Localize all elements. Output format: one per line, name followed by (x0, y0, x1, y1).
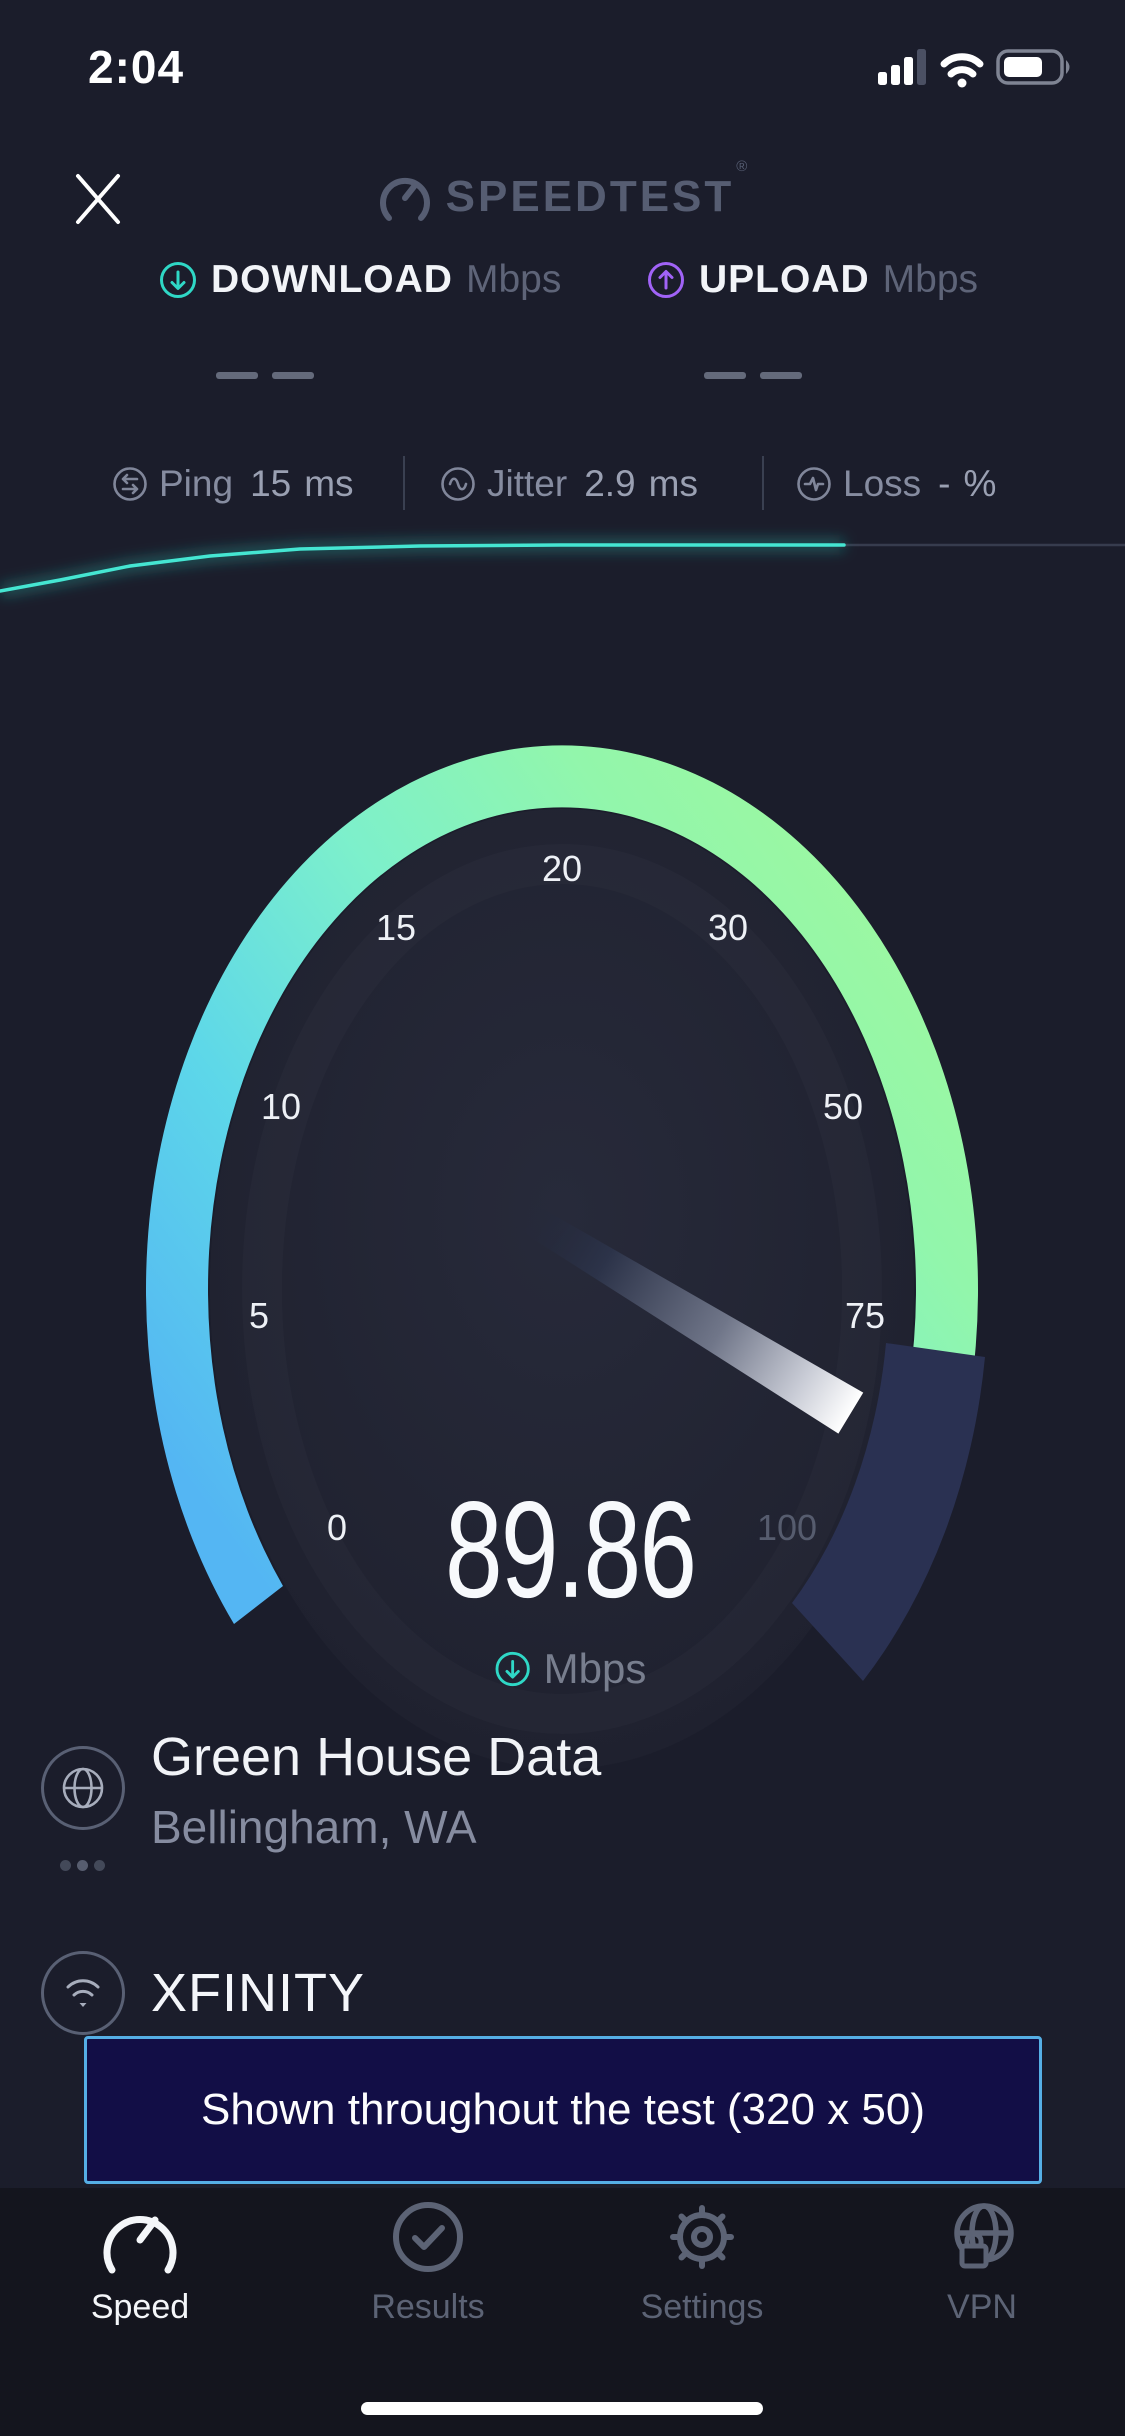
gauge-tick-5: 5 (248, 1295, 270, 1336)
loss-value: - (938, 463, 951, 504)
upload-icon (648, 262, 684, 298)
gauge-tick-30: 30 (707, 907, 749, 948)
packet-loss-icon (797, 467, 831, 501)
results-tab-icon (393, 2202, 463, 2272)
loss-unit: % (963, 463, 997, 504)
server-location: Bellingham, WA (151, 1801, 477, 1853)
ping-unit: ms (304, 463, 354, 504)
tab-vpn[interactable]: VPN (882, 2196, 1082, 2356)
download-unit: Mbps (465, 258, 562, 301)
stats-divider (403, 456, 405, 510)
battery-icon (996, 49, 1070, 85)
gauge-tick-50: 50 (822, 1086, 864, 1127)
wifi-icon (940, 53, 984, 88)
download-icon (495, 1651, 530, 1687)
isp-name: XFINITY (151, 1963, 366, 2023)
upload-value-placeholder (704, 372, 802, 379)
speedtest-gauge-icon (379, 177, 430, 221)
tab-label: Settings (640, 2288, 764, 2326)
ping-label: Ping (159, 463, 234, 504)
speedtest-logo: SPEEDTEST® (0, 158, 1125, 224)
gauge-tick-10: 10 (260, 1086, 302, 1127)
vpn-tab-icon (954, 2203, 1014, 2269)
gauge-face (210, 809, 914, 1769)
upload-label: UPLOAD (699, 258, 870, 301)
upload-unit: Mbps (882, 258, 979, 301)
jitter-value: 2.9 (584, 463, 636, 504)
upload-header: UPLOAD Mbps (646, 258, 978, 302)
loss-stat: Loss - % (796, 458, 996, 510)
cellular-signal-icon (878, 49, 926, 85)
close-button[interactable] (66, 166, 130, 230)
download-icon (160, 262, 196, 298)
server-name: Green House Data (151, 1727, 602, 1787)
ad-banner[interactable]: Shown throughout the test (320 x 50) (84, 2036, 1042, 2184)
jitter-label: Jitter (487, 463, 568, 504)
current-speed-value: 89.86 (444, 1474, 697, 1628)
settings-tab-icon (670, 2205, 734, 2269)
ping-icon (113, 467, 147, 501)
tab-bar (0, 2188, 1125, 2436)
gauge-tick-100: 100 (756, 1507, 818, 1548)
current-speed-unit: Mbps (543, 1645, 647, 1692)
loss-label: Loss (843, 463, 922, 504)
globe-icon (41, 1746, 125, 1830)
isp-info[interactable] (41, 1951, 125, 2035)
jitter-icon (441, 467, 475, 501)
gauge-tick-0: 0 (326, 1507, 348, 1548)
tab-label: VPN (947, 2288, 1017, 2326)
change-server-dots[interactable] (60, 1860, 105, 1871)
stats-divider (762, 456, 764, 510)
download-header: DOWNLOAD Mbps (158, 258, 561, 302)
registered-mark: ® (736, 158, 748, 175)
speed-tab-icon (103, 2216, 177, 2274)
tab-settings[interactable]: Settings (602, 2196, 802, 2356)
tab-label: Results (371, 2288, 485, 2326)
ad-banner-text: Shown throughout the test (320 x 50) (200, 2085, 926, 2134)
close-icon (76, 174, 120, 224)
gauge-tick-20: 20 (541, 848, 583, 889)
status-bar-icons (878, 49, 1070, 88)
jitter-stat: Jitter 2.9 ms (440, 458, 698, 510)
current-speed-unit-row: Mbps (494, 1645, 647, 1693)
status-bar-time: 2:04 (88, 41, 185, 93)
tab-label: Speed (90, 2288, 190, 2326)
tab-speed[interactable]: Speed (40, 2196, 240, 2356)
gauge-remaining-wedge (792, 1343, 985, 1681)
home-indicator[interactable] (361, 2402, 763, 2415)
gauge-tick-75: 75 (844, 1295, 886, 1336)
ping-value: 15 (250, 463, 292, 504)
download-label: DOWNLOAD (211, 258, 453, 301)
download-value-placeholder (216, 372, 314, 379)
logo-wordmark: SPEEDTEST (445, 172, 735, 221)
gauge-tick-15: 15 (375, 907, 417, 948)
download-sparkline-line (0, 543, 846, 593)
download-sparkline (0, 539, 1125, 597)
tab-results[interactable]: Results (328, 2196, 528, 2356)
jitter-unit: ms (648, 463, 698, 504)
ping-stat: Ping 15 ms (112, 458, 354, 510)
wifi-connection-icon (41, 1951, 125, 2035)
server-info[interactable] (41, 1746, 125, 1830)
gauge-needle (513, 1200, 864, 1434)
